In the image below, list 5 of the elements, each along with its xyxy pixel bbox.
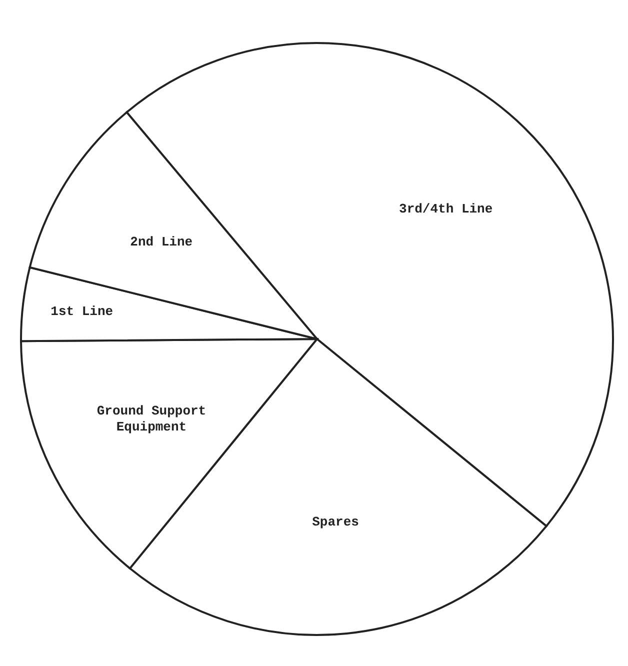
slice-label: Ground Support Equipment [96,403,206,434]
slice-label: 2nd Line [130,234,193,250]
slice-label: 3rd/4th Line [399,201,493,216]
slice-label: 1st Line [50,304,114,319]
slice-label: Spares [312,514,360,530]
